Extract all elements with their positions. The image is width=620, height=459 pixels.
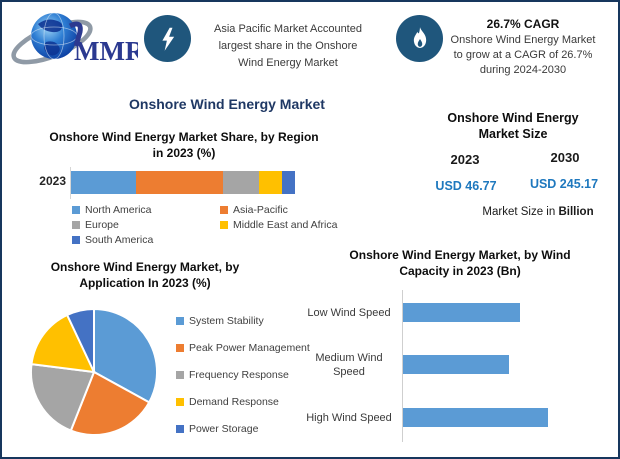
- legend-label: Frequency Response: [189, 369, 289, 381]
- legend-swatch-icon: [176, 371, 184, 379]
- legend-item-frequency-response: Frequency Response: [176, 368, 310, 382]
- stacked-segment-south-america: [281, 171, 295, 194]
- legend-swatch-icon: [176, 425, 184, 433]
- cagr-title: 26.7% CAGR: [486, 17, 560, 31]
- legend-label: Power Storage: [189, 423, 259, 435]
- cagr-line: to grow at a CAGR of 26.7%: [453, 49, 593, 61]
- highlight-line: largest share in the Onshore: [218, 40, 358, 52]
- legend-item-power-storage: Power Storage: [176, 422, 310, 436]
- market-size-note: Market Size in Billion: [458, 206, 618, 218]
- legend-swatch-icon: [72, 221, 80, 229]
- logo-text: MMR: [74, 36, 138, 66]
- legend-swatch-icon: [220, 221, 228, 229]
- globe-icon: [11, 12, 93, 65]
- region-chart-legend: North America Asia-Pacific Europe Middle Ea…: [72, 204, 390, 246]
- capacity-bar-medium-wind-speed: [403, 355, 510, 374]
- legend-item-north-america: North America: [72, 204, 220, 216]
- legend-label: North America: [85, 204, 152, 216]
- capacity-chart-axis: [402, 290, 403, 442]
- cagr-line: during 2024-2030: [479, 64, 567, 76]
- legend-swatch-icon: [176, 398, 184, 406]
- capacity-category-label-low-wind-speed: Low Wind Speed: [307, 306, 391, 319]
- highlight-cagr: 26.7% CAGR Onshore Wind Energy Market to…: [442, 17, 604, 78]
- legend-swatch-icon: [220, 206, 228, 214]
- flame-badge: [396, 15, 443, 62]
- legend-label: South America: [85, 234, 154, 246]
- lightning-icon: [161, 27, 174, 51]
- legend-item-asia-pacific: Asia-Pacific: [220, 204, 390, 216]
- market-size-year-2023: 2023: [450, 152, 480, 167]
- legend-item-south-america: South America: [72, 234, 220, 246]
- legend-swatch-icon: [176, 344, 184, 352]
- stacked-segment-north-america: [71, 171, 136, 194]
- legend-item-middle-east-and-africa: Middle East and Africa: [220, 219, 390, 231]
- stacked-segment-middle-east-and-africa: [259, 171, 282, 194]
- legend-label: Asia-Pacific: [233, 204, 288, 216]
- market-size-value-2023: USD 46.77: [435, 179, 497, 193]
- logo-swoosh: [68, 21, 83, 47]
- legend-item-demand-response: Demand Response: [176, 395, 310, 409]
- legend-label: Demand Response: [189, 396, 279, 408]
- highlight-line: Asia Pacific Market Accounted: [214, 23, 362, 35]
- market-size-note-text: Market Size in: [482, 206, 559, 218]
- legend-item-peak-power-management: Peak Power Management: [176, 341, 310, 355]
- capacity-category-label-medium-wind-speed: Medium Wind Speed: [315, 351, 383, 378]
- lightning-badge: [144, 15, 191, 62]
- market-size-note-unit: Billion: [558, 206, 594, 218]
- page-title: Onshore Wind Energy Market: [129, 96, 325, 112]
- pie-slice-system-stability: [93, 307, 158, 404]
- application-chart-title: Onshore Wind Energy Market, by Applicati…: [50, 260, 240, 290]
- legend-item-system-stability: System Stability: [176, 314, 310, 328]
- market-size-value-2030: USD 245.17: [529, 177, 599, 191]
- market-size-year-2030: 2030: [550, 150, 580, 165]
- legend-swatch-icon: [72, 236, 80, 244]
- application-pie-chart: [30, 307, 158, 436]
- application-chart-legend: System Stability Peak Power Management Fre…: [176, 314, 310, 449]
- mmr-logo: MMR: [11, 12, 138, 66]
- legend-swatch-icon: [176, 317, 184, 325]
- cagr-line: Onshore Wind Energy Market: [450, 34, 596, 46]
- market-size-title: Onshore Wind Energy Market Size: [447, 111, 579, 141]
- pie-slice-peak-power-management: [69, 370, 151, 436]
- capacity-bar-low-wind-speed: [403, 303, 520, 322]
- capacity-chart-title: Onshore Wind Energy Market, by Wind Capa…: [349, 248, 571, 278]
- flame-icon: [413, 26, 426, 48]
- highlight-asia-pacific: Asia Pacific Market Accounted largest sh…: [190, 21, 386, 72]
- legend-label: Middle East and Africa: [233, 219, 338, 231]
- stacked-segment-asia-pacific: [136, 171, 224, 194]
- pie-slice-frequency-response: [30, 362, 96, 432]
- legend-label: System Stability: [189, 315, 264, 327]
- capacity-bar-high-wind-speed: [403, 408, 548, 427]
- highlight-line: Wind Energy Market: [238, 57, 338, 69]
- capacity-category-label-high-wind-speed: High Wind Speed: [306, 411, 392, 424]
- region-chart-category-label: 2023: [39, 174, 66, 188]
- region-chart-title: Onshore Wind Energy Market Share, by Reg…: [49, 130, 319, 160]
- pie-slice-power-storage: [65, 307, 95, 373]
- legend-label: Peak Power Management: [189, 342, 310, 354]
- legend-item-europe: Europe: [72, 219, 220, 231]
- stacked-segment-europe: [223, 171, 260, 194]
- pie-slice-demand-response: [30, 313, 96, 374]
- legend-swatch-icon: [72, 206, 80, 214]
- region-stacked-bar: [71, 171, 295, 194]
- region-chart-axis: [70, 167, 71, 199]
- legend-label: Europe: [85, 219, 119, 231]
